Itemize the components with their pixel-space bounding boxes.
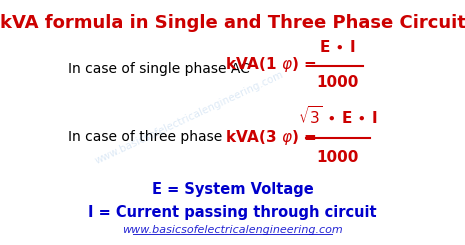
Text: kVA(3 $\varphi$) =: kVA(3 $\varphi$) = [226, 128, 318, 147]
Text: $\sqrt{3}$ $\bullet$ E $\bullet$ I: $\sqrt{3}$ $\bullet$ E $\bullet$ I [298, 105, 378, 127]
Text: E $\bullet$ I: E $\bullet$ I [319, 39, 356, 55]
Text: kVA formula in Single and Three Phase Circuit: kVA formula in Single and Three Phase Ci… [0, 13, 465, 32]
Text: 1000: 1000 [317, 75, 359, 90]
Text: In case of three phase: In case of three phase [68, 130, 223, 144]
Text: E = System Voltage: E = System Voltage [152, 182, 313, 196]
Text: In case of single phase AC: In case of single phase AC [68, 62, 250, 76]
Text: 1000: 1000 [317, 150, 359, 165]
Text: www.basicsofelectricalengineering.com: www.basicsofelectricalengineering.com [122, 225, 343, 235]
Text: kVA(1 $\varphi$) =: kVA(1 $\varphi$) = [226, 55, 318, 74]
Text: I = Current passing through circuit: I = Current passing through circuit [88, 205, 377, 220]
Text: www.basicsofelectricalengineering.com: www.basicsofelectricalengineering.com [94, 69, 286, 166]
